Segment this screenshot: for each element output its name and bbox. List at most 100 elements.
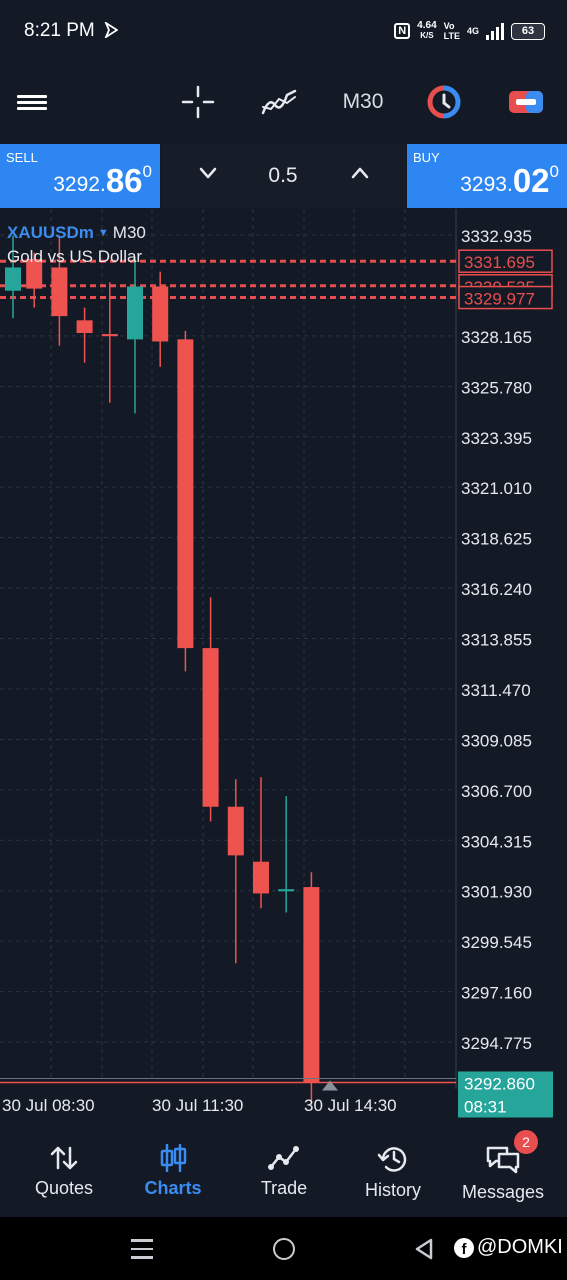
- nav-trade-label: Trade: [260, 1178, 308, 1198]
- home-icon[interactable]: [273, 1238, 295, 1260]
- current-time-marker: [322, 1080, 338, 1091]
- system-navigation-bar: f @DOMKI: [0, 1217, 567, 1280]
- symbol-title[interactable]: XAUUSDm ▼ M30: [7, 223, 146, 243]
- price-chart[interactable]: 3332.935 3328.165 3325.780 3323.395 3321.010…: [0, 209, 567, 1120]
- buy-label: BUY: [413, 150, 440, 165]
- network-gen-label: 4G: [466, 26, 479, 36]
- buy-price-big: 02: [512, 162, 550, 199]
- candle-body: [227, 806, 244, 856]
- nav-history-label: History: [364, 1180, 421, 1200]
- symbol-timeframe: M30: [112, 223, 146, 242]
- price-level-label: 3331.695: [464, 253, 535, 272]
- y-tick-label: 3301.930: [461, 883, 532, 902]
- symbol-name[interactable]: XAUUSDm: [7, 223, 94, 242]
- buy-price-main: 3293.: [460, 173, 513, 196]
- messages-icon: [486, 1146, 520, 1174]
- candle-body: [76, 320, 93, 334]
- candle-body: [278, 889, 295, 892]
- chevron-up-icon[interactable]: [349, 162, 371, 184]
- watermark: f @DOMKI: [454, 1236, 563, 1259]
- sell-price: 3292. 86 0: [53, 158, 152, 200]
- chevron-down-icon[interactable]: [197, 162, 219, 184]
- history-icon: [377, 1147, 407, 1172]
- watermark-text: @DOMKI: [477, 1236, 563, 1258]
- y-tick-label: 3328.165: [461, 328, 532, 347]
- price-level-box: [458, 249, 553, 273]
- back-icon[interactable]: [414, 1238, 434, 1260]
- y-tick-label: 3321.010: [461, 479, 532, 498]
- one-click-order-panel: SELL 3292. 86 0 0.5 BUY 3293. 02 0: [0, 144, 567, 209]
- navigation-arrow-icon: [104, 22, 118, 38]
- x-tick-label: 30 Jul 08:30: [2, 1096, 95, 1115]
- messages-badge: 2: [514, 1130, 538, 1154]
- sell-price-big: 86: [105, 162, 143, 199]
- candle-body: [26, 259, 43, 289]
- indicator-icon[interactable]: [261, 82, 297, 122]
- sell-price-main: 3292.: [53, 173, 106, 196]
- caret-down-icon[interactable]: ▼: [97, 227, 109, 239]
- nav-history[interactable]: History: [338, 1120, 448, 1217]
- x-tick-label: 30 Jul 11:30: [152, 1096, 243, 1115]
- candle-body: [127, 286, 143, 340]
- facebook-icon: f: [454, 1237, 474, 1258]
- timeframe-button[interactable]: M30: [342, 90, 384, 113]
- candle-body: [253, 861, 269, 894]
- nav-trade[interactable]: Trade: [229, 1120, 339, 1217]
- candle-body: [177, 339, 194, 649]
- nav-quotes-label: Quotes: [34, 1178, 94, 1198]
- y-tick-label: 3313.855: [461, 631, 532, 650]
- buy-price: 3293. 02 0: [460, 158, 559, 200]
- y-tick-label: 3294.775: [461, 1034, 532, 1053]
- sell-price-sup: 0: [142, 162, 152, 181]
- current-price-box: [458, 1071, 553, 1118]
- speed-value: 4.64: [417, 20, 437, 31]
- y-tick-label: 3332.935: [461, 227, 532, 246]
- volte-top: Vo: [443, 21, 455, 31]
- y-tick-label: 3299.545: [461, 933, 532, 952]
- current-time-label: 08:31: [464, 1097, 507, 1116]
- y-tick-label: 3306.700: [461, 782, 532, 801]
- nfc-icon: N: [394, 23, 411, 39]
- y-tick-label: 3316.240: [461, 580, 532, 599]
- y-tick-label: 3304.315: [461, 832, 532, 851]
- y-tick-label: 3325.780: [461, 378, 532, 397]
- chart-toolbar: M30: [0, 62, 567, 144]
- buy-button[interactable]: BUY 3293. 02 0: [407, 144, 567, 208]
- menu-icon[interactable]: [16, 82, 48, 122]
- nav-charts[interactable]: Charts: [118, 1120, 228, 1217]
- volte-bottom: LTE: [443, 31, 460, 41]
- objects-icon[interactable]: [426, 82, 462, 122]
- sell-label: SELL: [6, 150, 38, 165]
- candle-body: [202, 648, 219, 807]
- speed-unit: K/S: [420, 31, 434, 40]
- volte-indicator: Vo LTE: [444, 21, 460, 41]
- recent-apps-icon[interactable]: [131, 1239, 153, 1259]
- candle-body: [152, 286, 169, 342]
- price-level-box: [458, 285, 553, 310]
- buy-price-sup: 0: [549, 162, 559, 181]
- signal-icon: [486, 22, 504, 40]
- nav-charts-label: Charts: [144, 1178, 202, 1198]
- candlestick-chart[interactable]: 3332.935 3328.165 3325.780 3323.395 3321.010…: [0, 209, 567, 1120]
- status-indicators: N 4.64 K/S Vo LTE 4G 63: [394, 18, 545, 44]
- bottom-navigation: Quotes Charts Trade History 2: [0, 1120, 567, 1217]
- y-tick-label: 3309.085: [461, 731, 532, 750]
- nav-quotes[interactable]: Quotes: [9, 1120, 119, 1217]
- nav-messages-label: Messages: [461, 1182, 545, 1202]
- sell-button[interactable]: SELL 3292. 86 0: [0, 144, 160, 208]
- one-click-trading-icon[interactable]: [508, 82, 544, 122]
- candle-body: [101, 334, 118, 337]
- lot-selector: 0.5: [161, 144, 406, 208]
- sort-arrows-icon: [50, 1146, 78, 1170]
- y-tick-label: 3311.470: [461, 681, 531, 700]
- network-generation: 4G: [467, 26, 479, 36]
- current-price-label: 3292.860: [464, 1074, 535, 1093]
- candle-body: [5, 267, 21, 291]
- trend-icon: [268, 1146, 299, 1170]
- status-time: 8:21 PM: [24, 20, 95, 41]
- crosshair-icon[interactable]: [180, 82, 216, 122]
- lot-value[interactable]: 0.5: [268, 164, 298, 187]
- candles-icon: [160, 1144, 187, 1172]
- candle-body: [51, 267, 68, 317]
- nav-messages[interactable]: 2 Messages: [448, 1120, 558, 1217]
